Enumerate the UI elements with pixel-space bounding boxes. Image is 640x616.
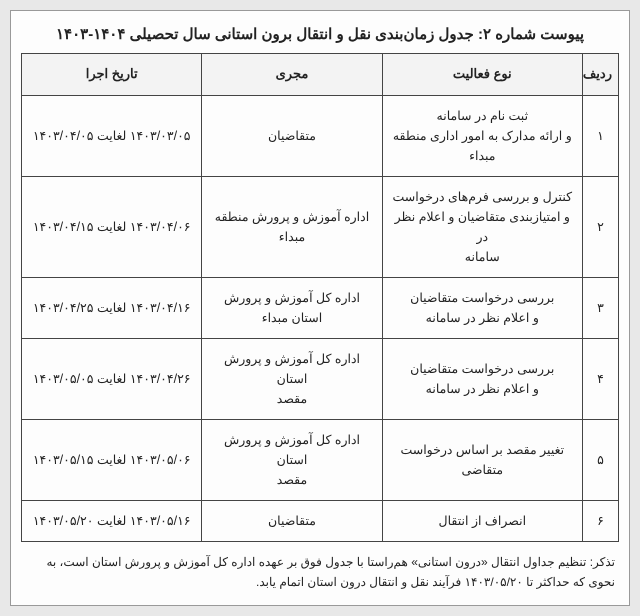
- cell-activity: بررسی درخواست متقاضیانو اعلام نظر در سام…: [382, 277, 582, 338]
- cell-date: ۱۴۰۳/۰۵/۰۶ لغایت ۱۴۰۳/۰۵/۱۵: [22, 419, 202, 500]
- page-title: پیوست شماره ۲: جدول زمان‌بندی نقل و انتق…: [21, 19, 619, 53]
- cell-date: ۱۴۰۳/۰۴/۱۶ لغایت ۱۴۰۳/۰۴/۲۵: [22, 277, 202, 338]
- col-header-index: ردیف: [582, 54, 618, 96]
- schedule-table: ردیف نوع فعالیت مجری تاریخ اجرا ۱ ثبت نا…: [21, 53, 619, 542]
- document-sheet: پیوست شماره ۲: جدول زمان‌بندی نقل و انتق…: [10, 10, 630, 606]
- cell-activity: ثبت نام در سامانهو ارائه مدارک به امور ا…: [382, 95, 582, 176]
- cell-executor: متقاضیان: [202, 500, 382, 541]
- cell-date: ۱۴۰۳/۰۴/۰۶ لغایت ۱۴۰۳/۰۴/۱۵: [22, 176, 202, 277]
- cell-activity: انصراف از انتقال: [382, 500, 582, 541]
- cell-executor: متقاضیان: [202, 95, 382, 176]
- table-row: ۶ انصراف از انتقال متقاضیان ۱۴۰۳/۰۵/۱۶ ل…: [22, 500, 619, 541]
- col-header-date: تاریخ اجرا: [22, 54, 202, 96]
- col-header-activity: نوع فعالیت: [382, 54, 582, 96]
- table-row: ۲ کنترل و بررسی فرم‌های درخواستو امتیازب…: [22, 176, 619, 277]
- cell-activity: تغییر مقصد بر اساس درخواست متقاضی: [382, 419, 582, 500]
- col-header-executor: مجری: [202, 54, 382, 96]
- table-row: ۳ بررسی درخواست متقاضیانو اعلام نظر در س…: [22, 277, 619, 338]
- cell-executor: اداره کل آموزش و پرورش استان مبداء: [202, 277, 382, 338]
- cell-executor: اداره کل آموزش و پرورش استانمقصد: [202, 338, 382, 419]
- cell-index: ۴: [582, 338, 618, 419]
- cell-activity: بررسی درخواست متقاضیانو اعلام نظر در سام…: [382, 338, 582, 419]
- table-row: ۵ تغییر مقصد بر اساس درخواست متقاضی ادار…: [22, 419, 619, 500]
- cell-executor: اداره آموزش و پرورش منطقه مبداء: [202, 176, 382, 277]
- table-header-row: ردیف نوع فعالیت مجری تاریخ اجرا: [22, 54, 619, 96]
- cell-index: ۲: [582, 176, 618, 277]
- cell-index: ۶: [582, 500, 618, 541]
- cell-date: ۱۴۰۳/۰۳/۰۵ لغایت ۱۴۰۳/۰۴/۰۵: [22, 95, 202, 176]
- table-row: ۱ ثبت نام در سامانهو ارائه مدارک به امور…: [22, 95, 619, 176]
- cell-index: ۵: [582, 419, 618, 500]
- footnote: تذکر: تنظیم جداول انتقال «درون استانی» ه…: [21, 542, 619, 597]
- cell-executor: اداره کل آموزش و پرورش استانمقصد: [202, 419, 382, 500]
- cell-activity: کنترل و بررسی فرم‌های درخواستو امتیازبند…: [382, 176, 582, 277]
- cell-date: ۱۴۰۳/۰۴/۲۶ لغایت ۱۴۰۳/۰۵/۰۵: [22, 338, 202, 419]
- cell-index: ۳: [582, 277, 618, 338]
- cell-index: ۱: [582, 95, 618, 176]
- table-row: ۴ بررسی درخواست متقاضیانو اعلام نظر در س…: [22, 338, 619, 419]
- cell-date: ۱۴۰۳/۰۵/۱۶ لغایت ۱۴۰۳/۰۵/۲۰: [22, 500, 202, 541]
